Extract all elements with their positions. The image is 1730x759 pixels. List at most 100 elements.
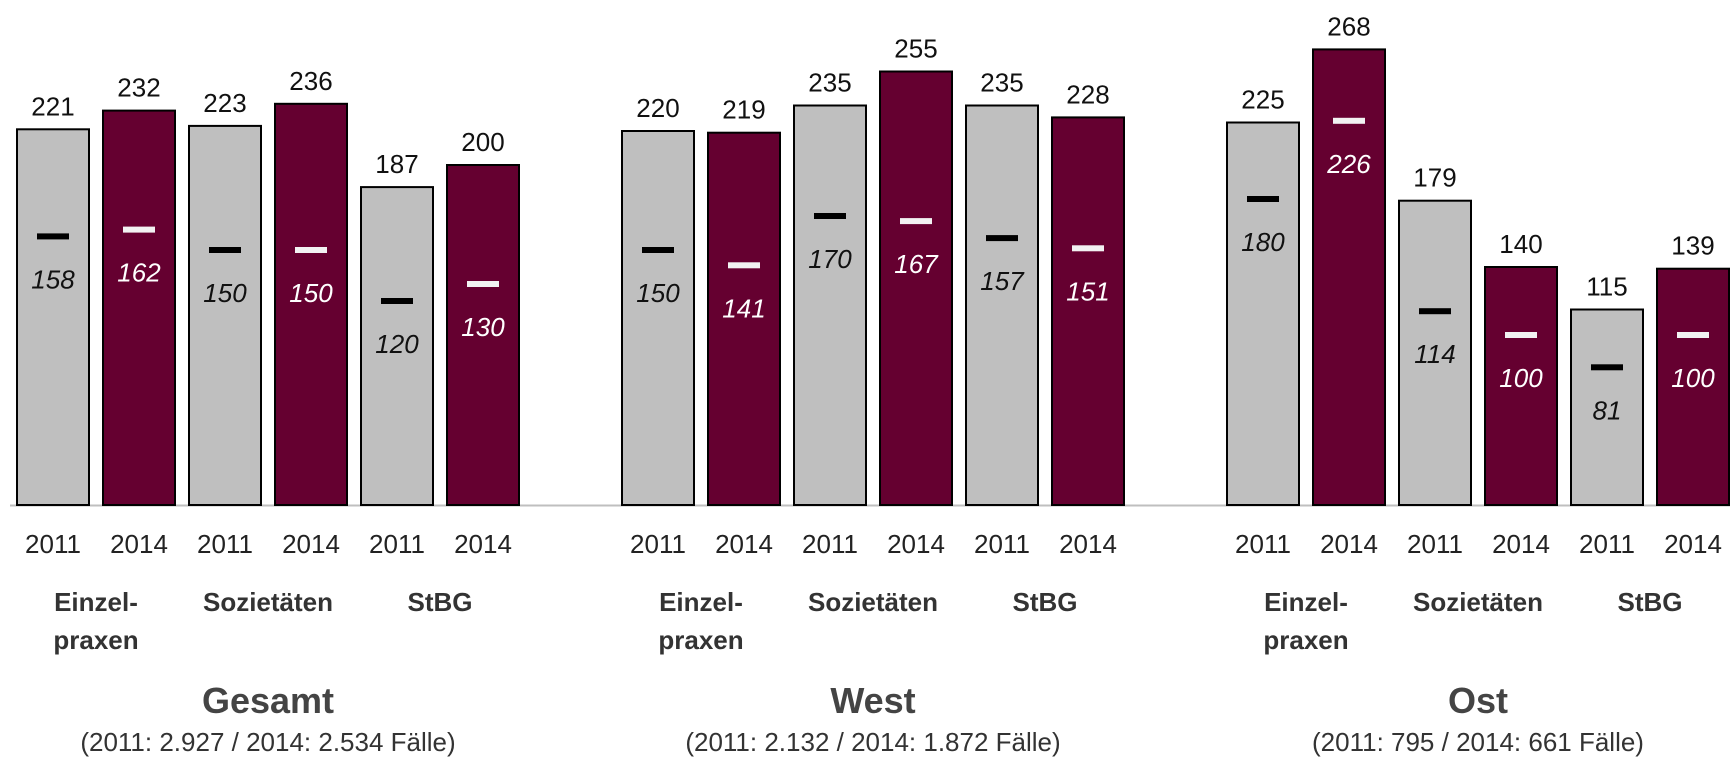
bar-2014 bbox=[707, 131, 781, 506]
inner-value-label: 130 bbox=[461, 312, 505, 342]
bar-value-label: 219 bbox=[722, 95, 765, 125]
category-label: StBG bbox=[1013, 587, 1078, 617]
year-label: 2014 bbox=[110, 529, 168, 559]
panel-subtitle: (2011: 2.927 / 2014: 2.534 Fälle) bbox=[80, 727, 455, 757]
inner-value-label: 157 bbox=[980, 266, 1025, 296]
inner-marker bbox=[1505, 332, 1537, 338]
bar-2014 bbox=[1656, 267, 1730, 507]
inner-marker bbox=[986, 235, 1018, 242]
bar-group: 235 170 2011 255 167 2014 Sozietäten bbox=[793, 34, 953, 617]
category-label: Einzel- bbox=[54, 587, 138, 617]
year-label: 2014 bbox=[887, 529, 945, 559]
category-label: Einzel- bbox=[659, 587, 743, 617]
year-label: 2011 bbox=[974, 529, 1030, 559]
bar-value-label: 223 bbox=[203, 88, 246, 118]
bar-value-label: 255 bbox=[894, 34, 937, 64]
year-label: 2014 bbox=[1664, 529, 1722, 559]
bar-group: 225 180 2011 268 226 2014 Einzel-praxen bbox=[1226, 11, 1386, 655]
inner-marker bbox=[1419, 308, 1451, 315]
year-label: 2014 bbox=[715, 529, 773, 559]
year-label: 2011 bbox=[197, 529, 253, 559]
bar-2014 bbox=[1312, 48, 1386, 507]
bar-value-label: 228 bbox=[1066, 79, 1109, 109]
inner-marker bbox=[642, 247, 674, 253]
inner-value-label: 100 bbox=[1671, 363, 1715, 393]
bar-value-label: 235 bbox=[808, 68, 851, 98]
panel-ost: 225 180 2011 268 226 2014 Einzel-praxen 179 114 2… bbox=[1226, 11, 1730, 757]
bar-2014 bbox=[446, 164, 520, 506]
inner-value-label: 100 bbox=[1499, 363, 1543, 393]
inner-marker bbox=[1072, 245, 1104, 252]
panel-subtitle: (2011: 2.132 / 2014: 1.872 Fälle) bbox=[685, 727, 1060, 757]
inner-marker bbox=[728, 262, 760, 269]
year-label: 2011 bbox=[630, 529, 686, 559]
bar-value-label: 140 bbox=[1499, 229, 1542, 259]
inner-marker bbox=[1333, 117, 1365, 124]
category-label: Einzel- bbox=[1264, 587, 1348, 617]
year-label: 2014 bbox=[1059, 529, 1117, 559]
inner-marker bbox=[1591, 364, 1623, 371]
bar-group: 235 157 2011 228 151 2014 StBG bbox=[965, 68, 1125, 617]
category-label: Sozietäten bbox=[808, 587, 938, 617]
bar-value-label: 221 bbox=[31, 91, 74, 121]
bar-value-label: 200 bbox=[461, 127, 504, 157]
inner-marker bbox=[209, 247, 241, 253]
bar-2014 bbox=[1051, 116, 1125, 507]
bar-2011 bbox=[360, 186, 434, 506]
inner-value-label: 150 bbox=[203, 278, 247, 308]
bar-group: 220 150 2011 219 141 2014 Einzel-praxen bbox=[621, 93, 781, 655]
inner-value-label: 167 bbox=[894, 249, 939, 279]
year-label: 2014 bbox=[1320, 529, 1378, 559]
category-label: Sozietäten bbox=[203, 587, 333, 617]
inner-value-label: 158 bbox=[31, 264, 75, 294]
bar-value-label: 115 bbox=[1586, 272, 1627, 302]
bar-2011 bbox=[1226, 121, 1300, 506]
inner-marker bbox=[814, 213, 846, 219]
bar-2011 bbox=[793, 104, 867, 506]
bar-2011 bbox=[965, 104, 1039, 506]
bar-2014 bbox=[274, 102, 348, 507]
panel-title: Ost bbox=[1448, 680, 1508, 721]
inner-marker bbox=[123, 226, 155, 233]
inner-marker bbox=[900, 218, 932, 225]
category-label: StBG bbox=[408, 587, 473, 617]
bar-value-label: 225 bbox=[1241, 85, 1284, 115]
category-label: StBG bbox=[1618, 587, 1683, 617]
bar-value-label: 236 bbox=[289, 66, 332, 96]
bar-2011 bbox=[16, 128, 90, 507]
bar-2011 bbox=[188, 124, 262, 507]
bar-2014 bbox=[1484, 266, 1558, 506]
year-label: 2011 bbox=[1579, 529, 1635, 559]
year-label: 2011 bbox=[802, 529, 858, 559]
inner-marker bbox=[1677, 332, 1709, 338]
year-label: 2011 bbox=[25, 529, 81, 559]
bar-value-label: 139 bbox=[1671, 231, 1714, 261]
inner-value-label: 150 bbox=[289, 278, 333, 308]
bar-2014 bbox=[102, 109, 176, 506]
bar-value-label: 268 bbox=[1327, 11, 1370, 41]
bar-2011 bbox=[1398, 199, 1472, 506]
inner-marker bbox=[381, 298, 413, 304]
bar-group: 115 81 2011 139 100 2014 StBG bbox=[1570, 231, 1730, 617]
inner-value-label: 120 bbox=[375, 329, 419, 359]
bar-value-label: 187 bbox=[375, 149, 418, 179]
inner-value-label: 180 bbox=[1241, 227, 1285, 257]
inner-value-label: 151 bbox=[1066, 276, 1109, 306]
category-label: praxen bbox=[53, 625, 138, 655]
bar-value-label: 235 bbox=[980, 68, 1023, 98]
inner-value-label: 170 bbox=[808, 244, 852, 274]
bar-value-label: 232 bbox=[117, 73, 160, 103]
panel-title: West bbox=[830, 680, 915, 721]
bar-value-label: 220 bbox=[636, 93, 679, 123]
year-label: 2014 bbox=[454, 529, 512, 559]
year-label: 2011 bbox=[1235, 529, 1291, 559]
inner-value-label: 150 bbox=[636, 278, 680, 308]
year-label: 2014 bbox=[282, 529, 340, 559]
bar-group: 187 120 2011 200 130 2014 StBG bbox=[360, 127, 520, 617]
inner-marker bbox=[1247, 196, 1279, 202]
year-label: 2011 bbox=[1407, 529, 1463, 559]
panel-west: 22015020112191412014Einzel-praxen2351702… bbox=[621, 34, 1125, 757]
bar-value-label: 179 bbox=[1413, 163, 1456, 193]
